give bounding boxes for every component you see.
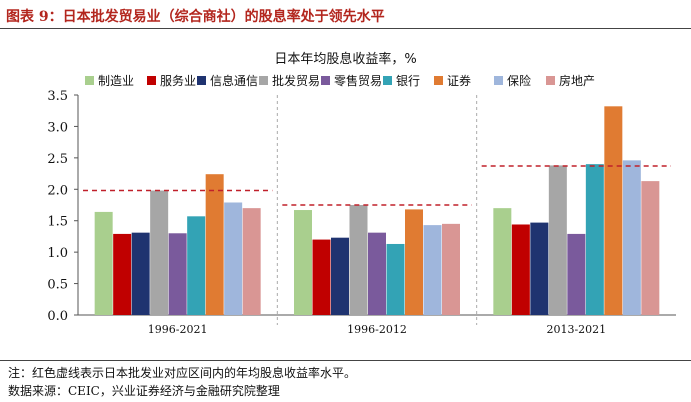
y-tick-label: 2.0	[47, 183, 68, 198]
bar	[131, 232, 150, 315]
legend-label: 银行	[396, 74, 420, 88]
bar	[368, 232, 386, 315]
bar	[205, 174, 224, 315]
bar	[442, 223, 460, 315]
bar	[349, 205, 368, 315]
figure-title: 图表 9：日本批发贸易业（综合商社）的股息率处于领先水平	[6, 9, 385, 25]
legend-swatch	[147, 76, 156, 85]
y-tick-label: 0.5	[47, 278, 68, 293]
bar	[312, 239, 331, 315]
bar	[622, 160, 641, 315]
legend-label: 保险	[507, 73, 531, 88]
legend-swatch	[85, 76, 94, 85]
bar	[224, 202, 243, 315]
legend-label: 制造业	[98, 74, 134, 88]
y-tick-label: 0.0	[47, 309, 68, 324]
legend-label: 服务业	[160, 73, 196, 88]
legend-label: 批发贸易	[272, 73, 320, 88]
y-tick-label: 2.5	[47, 152, 68, 167]
y-tick-label: 3.5	[47, 89, 68, 104]
y-tick-label: 3.0	[47, 120, 68, 135]
bar	[386, 243, 405, 315]
bar	[641, 181, 660, 315]
legend-swatch	[494, 76, 503, 85]
bar	[548, 165, 567, 315]
bar	[405, 209, 423, 315]
bar	[168, 233, 187, 315]
chart-note: 注：红色虚线表示日本批发业对应区间内的年均股息收益率水平。	[8, 366, 357, 380]
legend-label: 证券	[447, 73, 471, 88]
bar	[604, 106, 623, 315]
chart-title: 日本年均股息收益率，%	[274, 52, 417, 67]
legend-swatch	[321, 76, 330, 85]
x-tick-label: 1996-2012	[347, 323, 407, 336]
bar	[511, 224, 530, 315]
legend-swatch	[383, 76, 392, 85]
y-tick-label: 1.0	[47, 246, 68, 261]
legend-label: 零售贸易	[334, 73, 382, 88]
top-rule	[0, 28, 691, 29]
y-tick-label: 1.5	[47, 215, 68, 230]
x-tick-label: 1996-2021	[148, 323, 208, 336]
legend-label: 房地产	[559, 73, 595, 88]
data-source: 数据来源：CEIC，兴业证券经济与金融研究院整理	[8, 384, 280, 398]
bar	[585, 164, 604, 315]
x-tick-label: 2013-2021	[546, 323, 606, 336]
bar	[423, 225, 442, 315]
bar	[530, 222, 549, 315]
bar	[294, 210, 312, 315]
bar	[113, 233, 132, 315]
dividend-yield-chart: 制造业 服务业 信息通信 批发贸易 零售贸易 银行 证券 保险 房地产 0.0 0.5 1.0 1.5 2…	[47, 73, 676, 336]
bar	[94, 211, 113, 315]
legend-swatch	[197, 76, 206, 85]
bar	[150, 190, 169, 315]
bar	[567, 233, 586, 315]
legend-label: 信息通信	[210, 73, 258, 88]
bottom-rule	[0, 360, 691, 361]
bar	[331, 237, 349, 315]
legend-swatch	[434, 76, 443, 85]
bar	[187, 216, 206, 315]
legend-swatch	[546, 76, 555, 85]
legend-swatch	[259, 76, 268, 85]
bar	[242, 208, 261, 315]
bar	[493, 208, 512, 315]
